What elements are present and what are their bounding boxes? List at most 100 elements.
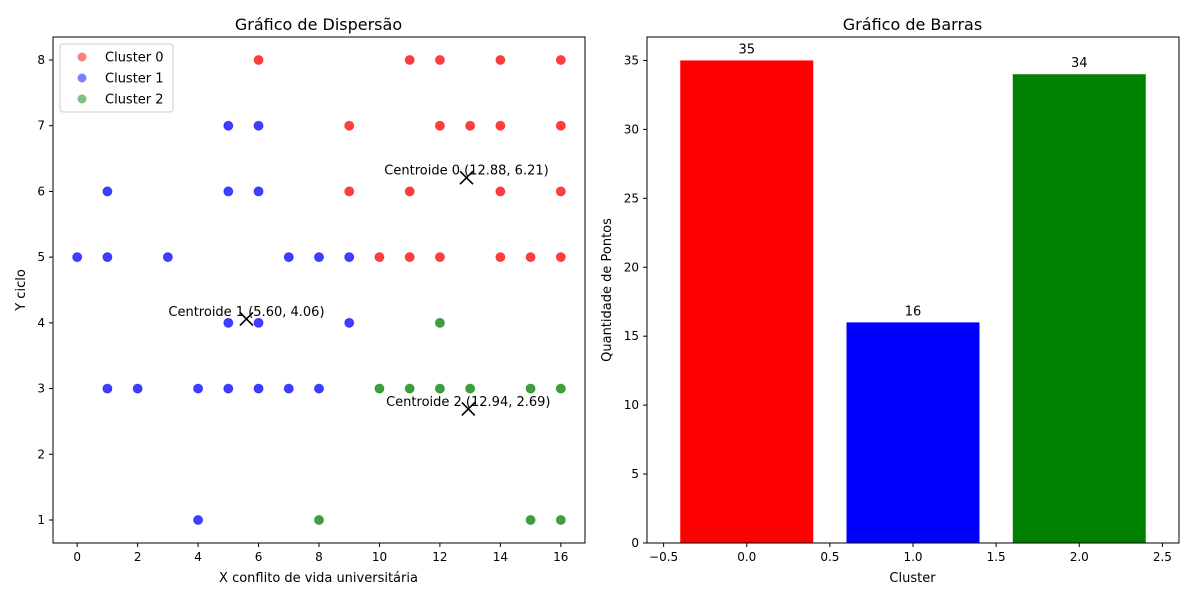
data-point-cluster-0-overlay — [435, 252, 445, 262]
scatter-plot: Gráfico de Dispersão X conflito de vida … — [14, 15, 586, 586]
y-tick-label: 25 — [624, 191, 639, 205]
data-point-cluster-0-overlay — [405, 55, 415, 65]
legend-marker-cluster-0 — [77, 52, 87, 62]
data-point-cluster-1-overlay — [102, 384, 112, 394]
data-point-cluster-2-overlay — [465, 384, 475, 394]
data-point-cluster-2-overlay — [374, 384, 384, 394]
legend-marker-cluster-2 — [77, 94, 87, 104]
scatter-title: Gráfico de Dispersão — [235, 15, 402, 34]
y-tick-label: 5 — [631, 467, 639, 481]
data-point-cluster-1-overlay — [254, 121, 264, 131]
data-point-cluster-2-overlay — [435, 318, 445, 328]
x-tick-label: 10 — [372, 550, 387, 564]
x-tick-label: 12 — [432, 550, 447, 564]
centroid-label-2: Centroide 2 (12.94, 2.69) — [386, 395, 550, 410]
y-tick-label: 30 — [624, 122, 639, 136]
x-tick-label: 2 — [134, 550, 142, 564]
scatter-x-axis-label: X conflito de vida universitária — [219, 571, 418, 586]
data-point-cluster-2-overlay — [556, 515, 566, 525]
y-tick-label: 10 — [624, 398, 639, 412]
centroid-label-1: Centroide 1 (5.60, 4.06) — [168, 305, 324, 320]
data-point-cluster-1-overlay — [284, 384, 294, 394]
data-point-cluster-1-overlay — [223, 318, 233, 328]
data-point-cluster-1-overlay — [163, 252, 173, 262]
data-point-cluster-0-overlay — [405, 186, 415, 196]
x-tick-label: 0.0 — [737, 550, 756, 564]
data-point-cluster-1-overlay — [72, 252, 82, 262]
data-point-cluster-2-overlay — [435, 384, 445, 394]
data-point-cluster-1-overlay — [102, 186, 112, 196]
x-tick-label: 6 — [255, 550, 263, 564]
scatter-y-axis-label: Y ciclo — [14, 269, 29, 312]
data-point-cluster-1-overlay — [344, 252, 354, 262]
y-tick-label: 3 — [37, 382, 45, 396]
data-point-cluster-2-overlay — [526, 515, 536, 525]
y-tick-label: 15 — [624, 329, 639, 343]
y-tick-label: 2 — [37, 447, 45, 461]
x-tick-label: 0 — [73, 550, 81, 564]
y-tick-label: 4 — [37, 316, 45, 330]
data-point-cluster-1-overlay — [314, 384, 324, 394]
legend: Cluster 0 Cluster 1 Cluster 2 — [59, 43, 174, 113]
centroid-marker-2 — [461, 401, 476, 417]
data-point-cluster-1-overlay — [193, 515, 203, 525]
data-point-cluster-0-overlay — [374, 252, 384, 262]
data-point-cluster-0-overlay — [405, 252, 415, 262]
data-point-cluster-2-overlay — [526, 384, 536, 394]
y-tick-label: 5 — [37, 250, 45, 264]
y-tick-label: 7 — [37, 119, 45, 133]
x-tick-label: 14 — [493, 550, 508, 564]
x-tick-label: 0.5 — [820, 550, 839, 564]
x-tick-label: −0.5 — [649, 550, 678, 564]
data-point-cluster-0-overlay — [435, 121, 445, 131]
data-point-cluster-0-overlay — [495, 121, 505, 131]
data-point-cluster-1-overlay — [223, 121, 233, 131]
scatter-plot-area — [52, 36, 586, 544]
x-tick-label: 2.5 — [1153, 550, 1172, 564]
legend-label-cluster-2: Cluster 2 — [105, 93, 164, 108]
data-point-cluster-0-overlay — [526, 252, 536, 262]
legend-box — [59, 43, 174, 113]
data-point-cluster-0-overlay — [435, 55, 445, 65]
data-point-cluster-1-overlay — [314, 252, 324, 262]
x-tick-label: 16 — [553, 550, 568, 564]
y-tick-label: 6 — [37, 184, 45, 198]
y-tick-label: 8 — [37, 53, 45, 67]
y-tick-label: 20 — [624, 260, 639, 274]
data-point-cluster-0-overlay — [495, 252, 505, 262]
bar-title: Gráfico de Barras — [843, 15, 982, 34]
bar-value-label-0: 35 — [738, 42, 755, 57]
data-point-cluster-1-overlay — [254, 318, 264, 328]
data-point-cluster-1-overlay — [344, 318, 354, 328]
data-point-cluster-2-overlay — [405, 384, 415, 394]
x-tick-label: 4 — [194, 550, 202, 564]
bar-chart: Gráfico de Barras Cluster Quantidade de … — [600, 15, 1180, 586]
data-point-cluster-0-overlay — [556, 252, 566, 262]
data-point-cluster-1-overlay — [193, 384, 203, 394]
x-tick-label: 1.0 — [903, 550, 922, 564]
data-point-cluster-1-overlay — [102, 252, 112, 262]
data-point-cluster-1-overlay — [133, 384, 143, 394]
y-tick-label: 1 — [37, 513, 45, 527]
data-point-cluster-1-overlay — [223, 186, 233, 196]
legend-label-cluster-1: Cluster 1 — [105, 72, 164, 87]
data-point-cluster-2-overlay — [556, 384, 566, 394]
data-point-cluster-0-overlay — [254, 55, 264, 65]
bar-y-axis-label: Quantidade de Pontos — [600, 218, 615, 362]
centroid-marker-1 — [239, 311, 254, 326]
bar-value-label-1: 16 — [905, 304, 922, 319]
data-point-cluster-0-overlay — [556, 55, 566, 65]
data-point-cluster-1-overlay — [254, 384, 264, 394]
bar-value-label-2: 34 — [1071, 56, 1088, 71]
centroid-marker-0 — [459, 170, 474, 185]
data-point-cluster-0-overlay — [556, 186, 566, 196]
centroid-label-0: Centroide 0 (12.88, 6.21) — [384, 164, 548, 179]
data-point-cluster-0-overlay — [465, 121, 475, 131]
data-point-cluster-0-overlay — [495, 186, 505, 196]
bar-cluster-2 — [1012, 74, 1146, 543]
y-tick-label: 0 — [631, 536, 639, 550]
legend-label-cluster-0: Cluster 0 — [105, 51, 164, 66]
data-point-cluster-1-overlay — [223, 384, 233, 394]
bar-x-axis-label: Cluster — [889, 571, 936, 586]
